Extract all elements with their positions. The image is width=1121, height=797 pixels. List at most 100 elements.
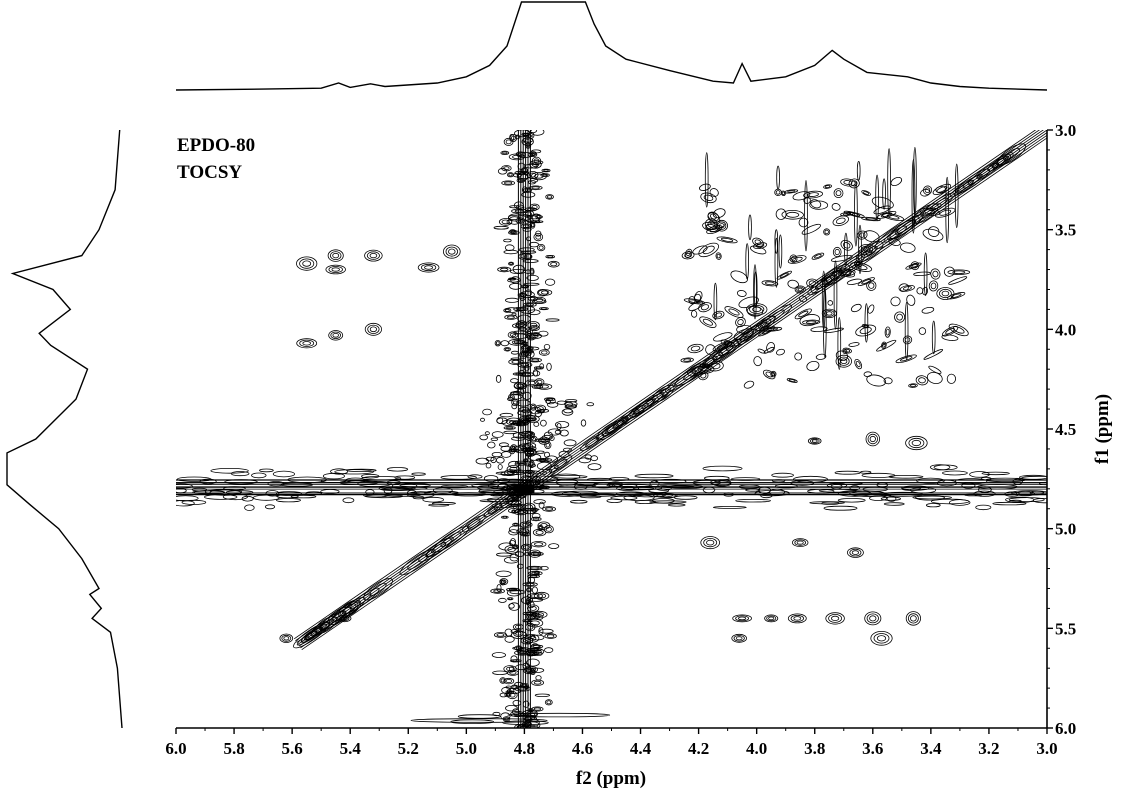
cross-peak [700, 536, 720, 550]
streak-contour [754, 489, 790, 497]
diagonal-contour [641, 393, 664, 409]
streak-contour [509, 670, 517, 675]
streak-contour [606, 498, 623, 503]
noise-contour [854, 358, 863, 370]
noise-contour [779, 272, 789, 278]
streak-contour [530, 516, 542, 522]
noise-contour [859, 327, 872, 334]
noise-contour [712, 310, 725, 320]
diagonal-contour [744, 321, 768, 338]
cross-peak [787, 613, 807, 624]
cross-peak [865, 431, 881, 447]
noise-contour [881, 212, 905, 222]
diagonal-contour [949, 175, 981, 198]
streak-contour [537, 439, 547, 442]
streak-contour [450, 719, 495, 724]
streak-contour [224, 479, 258, 485]
noise-contour [794, 352, 803, 361]
streak-contour [176, 500, 195, 507]
streak-contour [533, 542, 544, 547]
noise-contour [482, 408, 493, 416]
noise-contour [684, 252, 692, 258]
y-tick-label: 4.0 [1055, 320, 1076, 339]
streak-contour [888, 474, 924, 479]
diagonal-contour [466, 518, 481, 529]
streak-contour [545, 318, 560, 322]
cross-peak [337, 614, 352, 623]
streak-contour [406, 489, 417, 496]
streak-contour [533, 233, 544, 242]
noise-contour [930, 282, 937, 290]
streak-contour [519, 507, 540, 511]
noise-spike [864, 303, 869, 343]
streak-contour [511, 445, 517, 451]
streak-contour [977, 484, 1018, 490]
noise-contour [824, 185, 831, 189]
cross-peak [364, 249, 383, 262]
streak-contour [793, 475, 829, 483]
streak-contour [530, 643, 540, 652]
streak-contour [570, 499, 588, 504]
streak-contour [577, 492, 617, 497]
streak-contour [530, 130, 545, 136]
noise-contour [814, 254, 822, 259]
streak-contour [651, 498, 675, 504]
noise-spike [833, 260, 838, 330]
noise-contour [801, 223, 821, 235]
noise-contour [707, 220, 716, 228]
noise-spike [774, 237, 779, 288]
cross-peak [715, 219, 729, 232]
noise-contour [724, 306, 744, 318]
cross-peak [442, 244, 461, 259]
noise-contour [916, 287, 924, 295]
streak-contour [508, 173, 513, 177]
noise-contour [556, 400, 567, 405]
noise-contour [798, 217, 809, 228]
streak-contour [536, 379, 543, 385]
noise-contour [882, 343, 886, 348]
streak-contour [535, 230, 542, 237]
noise-contour [802, 319, 821, 325]
cross-peak [860, 245, 874, 254]
noise-contour [806, 360, 820, 372]
noise-contour [499, 412, 514, 418]
diagonal-contour [499, 495, 515, 507]
noise-spike [923, 252, 928, 297]
streak-contour [539, 384, 549, 389]
cross-peak [733, 635, 745, 642]
noise-contour [743, 380, 755, 389]
cross-peak [737, 616, 747, 621]
diagonal-contour [407, 554, 428, 570]
streak-contour [1021, 475, 1047, 481]
streak-contour [525, 303, 534, 307]
streak-contour [498, 442, 509, 448]
noise-contour [943, 266, 955, 277]
streak-contour [544, 699, 553, 706]
streak-contour [508, 597, 513, 600]
noise-spike [704, 152, 709, 208]
noise-contour [475, 457, 490, 465]
streak-contour [514, 209, 525, 213]
streak-contour [539, 566, 549, 571]
cross-peak [697, 365, 712, 373]
streak-contour [345, 477, 366, 483]
noise-contour [705, 344, 716, 355]
noise-contour [497, 464, 503, 470]
streak-contour [531, 571, 540, 575]
streak-contour [933, 464, 958, 471]
noise-contour [495, 456, 505, 464]
streak-contour [528, 615, 536, 619]
noise-contour [490, 437, 499, 441]
x-tick-label: 4.0 [746, 739, 767, 758]
f2-projection-spectrum [175, 1, 1048, 91]
y-tick-label: 4.5 [1055, 420, 1076, 439]
streak-contour [673, 495, 698, 500]
streak-contour [509, 395, 514, 400]
noise-contour [948, 323, 969, 337]
streak-contour [394, 475, 416, 480]
streak-contour [506, 587, 520, 592]
noise-contour [859, 232, 866, 238]
streak-contour [634, 473, 674, 479]
streak-contour [540, 438, 548, 444]
noise-contour [715, 252, 722, 260]
